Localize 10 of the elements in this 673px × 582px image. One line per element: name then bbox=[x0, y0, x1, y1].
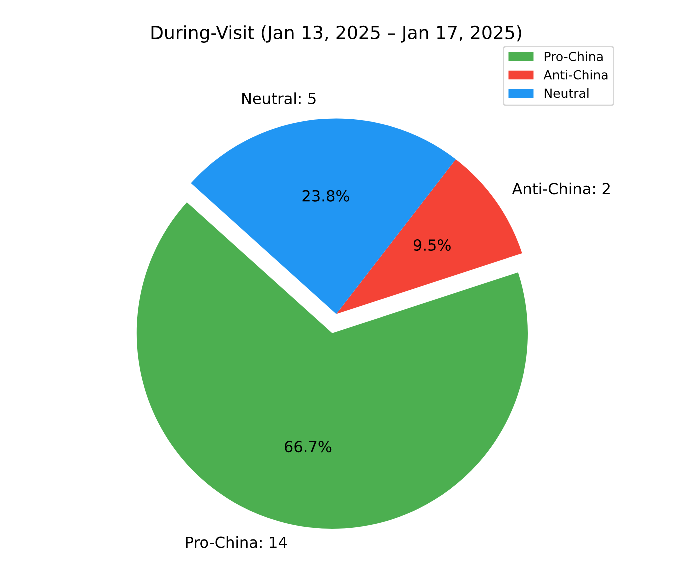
legend-label: Pro-China bbox=[544, 52, 603, 62]
chart-title: During-Visit (Jan 13, 2025 – Jan 17, 2025) bbox=[152, 26, 522, 44]
text: Anti-China: 2 bbox=[512, 182, 610, 195]
text: Pro-China: 14 bbox=[186, 536, 288, 548]
legend-label: Neutral bbox=[544, 88, 589, 98]
data-label: 23.8% bbox=[302, 190, 350, 202]
text: Neutral: 5 bbox=[242, 92, 316, 104]
data-label: 66.7% bbox=[284, 441, 332, 453]
data-label: 9.5% bbox=[414, 239, 451, 252]
legend-label: Anti-China bbox=[544, 70, 608, 80]
